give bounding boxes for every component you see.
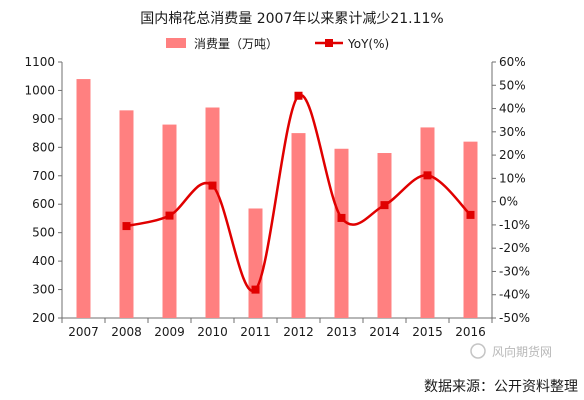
consumption-bar	[463, 141, 478, 318]
yoy-point	[165, 211, 174, 220]
right-tick-label: 50%	[499, 78, 526, 92]
consumption-bar	[248, 208, 263, 318]
x-axis: 2007 2008 2009 2010 2011 2012 2013 2014 2015 2016	[61, 317, 493, 339]
consumption-bar	[420, 127, 435, 318]
right-tick-label: -10%	[499, 218, 530, 232]
right-axis: -50% -40% -30% -20% -10% 0% 10% 20% 30% 40% 50% 60%	[491, 55, 530, 325]
left-tick-label: 1000	[24, 83, 55, 97]
right-tick-label: 20%	[499, 148, 526, 162]
right-tick-label: -30%	[499, 264, 530, 278]
left-tick-label: 400	[32, 254, 55, 268]
right-tick-label: -20%	[499, 241, 530, 255]
x-tick-label: 2016	[455, 325, 486, 339]
yoy-point	[251, 285, 260, 294]
legend-line-label: YoY(%)	[347, 37, 389, 51]
yoy-point	[208, 181, 217, 190]
consumption-bar	[205, 107, 220, 318]
right-tick-label: 0%	[499, 195, 518, 209]
watermark: 风向期货网	[470, 343, 552, 359]
left-tick-label: 900	[32, 112, 55, 126]
left-tick-label: 200	[32, 311, 55, 325]
consumption-bar	[76, 79, 91, 318]
source-note: 数据来源：公开资料整理	[424, 379, 578, 395]
left-tick-label: 300	[32, 283, 55, 297]
yoy-line	[126, 93, 472, 293]
x-tick-label: 2014	[369, 325, 400, 339]
consumption-bar	[377, 153, 392, 318]
x-tick-label: 2012	[283, 325, 314, 339]
x-tick-label: 2013	[326, 325, 357, 339]
yoy-point	[380, 201, 389, 210]
right-tick-label: -40%	[499, 288, 530, 302]
consumption-bar	[334, 148, 349, 318]
right-tick-label: 10%	[499, 171, 526, 185]
right-tick-label: 60%	[499, 55, 526, 69]
consumption-bar	[119, 110, 134, 318]
legend: 消费量（万吨） YoY(%)	[166, 37, 389, 51]
x-tick-label: 2009	[154, 325, 185, 339]
right-tick-label: 40%	[499, 102, 526, 116]
yoy-line-group	[122, 91, 475, 294]
left-tick-label: 500	[32, 226, 55, 240]
left-tick-label: 700	[32, 169, 55, 183]
right-tick-label: 30%	[499, 125, 526, 139]
left-tick-label: 800	[32, 140, 55, 154]
watermark-text: 风向期货网	[492, 344, 552, 359]
x-tick-label: 2011	[240, 325, 271, 339]
consumption-bar	[162, 124, 177, 318]
x-tick-label: 2015	[412, 325, 443, 339]
chart-title: 国内棉花总消费量 2007年以来累计减少21.11%	[140, 10, 443, 27]
legend-bar-label: 消费量（万吨）	[194, 37, 278, 51]
yoy-point	[294, 91, 303, 100]
left-tick-label: 600	[32, 197, 55, 211]
right-tick-label: -50%	[499, 311, 530, 325]
x-tick-label: 2007	[68, 325, 99, 339]
x-tick-label: 2008	[111, 325, 142, 339]
yoy-point	[122, 222, 131, 231]
x-tick-label: 2010	[197, 325, 228, 339]
legend-bar-swatch	[166, 38, 186, 48]
left-tick-label: 1100	[24, 55, 55, 69]
yoy-point	[337, 213, 346, 222]
yoy-point	[423, 171, 432, 180]
watermark-logo-icon	[470, 343, 486, 359]
yoy-point	[466, 210, 475, 219]
consumption-bar	[291, 133, 306, 318]
legend-line-marker	[325, 39, 333, 47]
left-axis: 200 300 400 500 600 700 800 900 1000 1100	[24, 55, 63, 325]
